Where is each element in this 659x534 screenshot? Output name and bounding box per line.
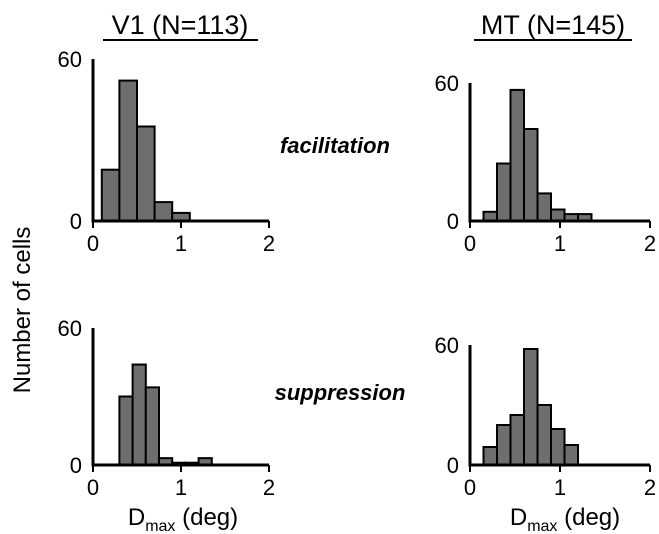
y-tick-label: 0 [70,209,82,234]
histogram-bar [509,88,525,223]
x-tick-label: 0 [464,475,476,500]
histogram-bar [550,428,566,466]
histogram-bar [118,79,139,222]
column-title-v1: V1 (N=113) [112,10,249,40]
x-axis-label-unit: (deg) [557,504,620,531]
histogram-bar [136,125,156,222]
histogram-bar [536,192,552,222]
y-tick-label: 60 [58,47,82,72]
x-tick-label: 2 [644,231,656,256]
x-tick-label: 2 [644,475,656,500]
histogram-mt-suppression: 0 1 2 0 60 [435,333,657,500]
x-tick-label: 0 [464,231,476,256]
x-tick-label: 0 [87,475,99,500]
x-axis-label: Dmax (deg) [128,504,238,534]
histogram-bar [496,162,512,222]
x-axis-label: Dmax (deg) [510,504,620,534]
y-tick-label: 60 [435,71,459,96]
y-tick-label: 0 [447,209,459,234]
x-axis-label-main: D [510,504,527,531]
y-tick-label: 0 [447,453,459,478]
x-tick-label: 0 [87,231,99,256]
y-axis-label: Number of cells [9,227,36,394]
y-tick-label: 60 [435,333,459,358]
histogram-v1-suppression: 0 1 2 0 60 [58,316,276,500]
column-title-mt: MT (N=145) [481,10,625,40]
histogram-bar [550,208,566,222]
x-axis-label-sub: max [527,518,557,534]
y-tick-label: 60 [58,316,82,341]
histogram-bar [100,168,121,222]
histogram-bar [131,363,147,466]
histogram-bar [523,128,539,222]
x-tick-label: 1 [175,231,187,256]
condition-label-suppression: suppression [275,380,406,405]
x-axis-label-sub: max [145,518,175,534]
histogram-bar [118,395,134,466]
y-tick-label: 0 [70,453,82,478]
condition-label-facilitation: facilitation [280,133,390,158]
histogram-mt-facilitation: 0 1 2 0 60 [435,71,657,256]
x-tick-label: 1 [175,475,187,500]
histogram-bar [144,386,161,466]
x-tick-label: 1 [554,231,566,256]
histogram-bar [509,414,525,466]
histogram-bar [496,424,512,466]
x-tick-label: 2 [263,231,275,256]
x-axis-label-unit: (deg) [175,504,238,531]
x-axis-label-main: D [128,504,145,531]
histogram-v1-facilitation: 0 1 2 0 60 [58,47,276,256]
histogram-bar [482,446,498,466]
x-tick-label: 1 [554,475,566,500]
x-tick-label: 2 [263,475,275,500]
histogram-bar [153,201,174,223]
histogram-bar [563,444,579,466]
histogram-bar [536,404,552,466]
histogram-bar [523,348,539,466]
